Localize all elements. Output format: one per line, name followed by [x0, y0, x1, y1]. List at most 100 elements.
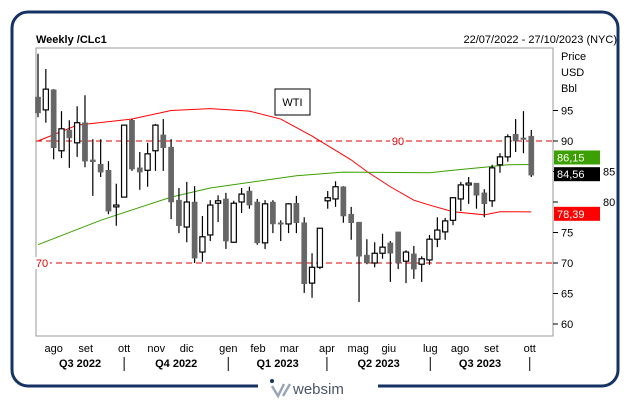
candle-bear: [364, 254, 370, 264]
green-ma-value-badge: [554, 150, 600, 165]
candle-bull: [496, 156, 504, 166]
frame: [10, 10, 620, 388]
green-ma-value-badge-text: 86,15: [557, 152, 585, 164]
y-tick-label: 80: [603, 197, 615, 209]
last-price-badge-text: 84,56: [557, 169, 585, 181]
quarter-label: Q4 2022: [155, 358, 197, 370]
month-label-mag: mag: [348, 343, 369, 355]
candle-bear: [160, 134, 167, 148]
candle-bear: [50, 89, 57, 148]
candle-bull: [199, 236, 206, 253]
month-label-mar: mar: [280, 343, 299, 355]
moving-average-2: [37, 163, 532, 246]
candle-bull: [230, 202, 237, 243]
candle-bull: [449, 197, 457, 221]
candle-bull: [308, 266, 316, 284]
level-label-90: 90: [392, 136, 404, 148]
legend-box: [274, 88, 311, 116]
candle-bear: [136, 167, 143, 173]
candle-bear: [340, 186, 347, 217]
red-ma-value-badge-text: 78,39: [557, 209, 585, 221]
month-label-ott: ott: [118, 343, 130, 355]
candle-bear: [348, 213, 355, 223]
y-tick-label: 90: [561, 136, 573, 148]
candle-bull: [504, 136, 512, 158]
candle-bull: [457, 184, 465, 200]
y-tick-label: 65: [561, 289, 573, 301]
candle-bear: [191, 201, 198, 259]
level-label-bg: [390, 135, 406, 147]
y-tick-label: 60: [561, 319, 573, 331]
candle-bear: [410, 253, 417, 270]
level-label-70: 70: [36, 258, 48, 270]
y-tick-label: 70: [561, 258, 573, 270]
candle-bear: [473, 182, 480, 196]
logo-mark-icon: [270, 383, 292, 399]
candle-bear: [97, 163, 104, 173]
moving-average-1: [37, 108, 532, 216]
chart-title: Weekly /CLc1: [36, 34, 107, 46]
month-label-ago: ago: [451, 343, 469, 355]
candle-bear: [66, 129, 73, 139]
axis-unit-barrel: Bbl: [561, 83, 577, 95]
candle-bull: [418, 258, 425, 265]
candle-bull: [316, 227, 324, 268]
candle-bull: [434, 229, 441, 240]
candle-bear: [387, 242, 394, 254]
candle-bull: [465, 182, 472, 186]
candle-bull: [488, 167, 496, 202]
candle-bear: [520, 137, 527, 140]
quarter-label: Q3 2022: [59, 358, 101, 370]
candle-bull: [426, 238, 433, 261]
quarter-label: Q1 2023: [256, 358, 298, 370]
y-tick-label: 85: [603, 167, 615, 179]
logo-dot-icon: [270, 379, 274, 383]
last-price-badge: [554, 167, 600, 182]
candle-bull: [183, 201, 190, 228]
month-label-dic: dic: [180, 343, 195, 355]
candle-bear: [528, 135, 535, 176]
candle-bull: [238, 193, 245, 203]
date-range: 22/07/2022 - 27/10/2023 (NYC): [464, 34, 618, 46]
candle-bull: [402, 251, 410, 262]
y-tick-label: 75: [561, 228, 573, 240]
candle-bear: [301, 222, 308, 284]
axis-unit-price: Price: [561, 51, 586, 63]
candle-bear: [168, 146, 174, 203]
y-tick-label: 95: [561, 106, 573, 118]
candle-bull: [371, 252, 378, 264]
candle-bear: [254, 201, 261, 244]
month-label-ago: ago: [44, 343, 62, 355]
legend-label: WTI: [282, 97, 302, 109]
candle-bear: [223, 198, 229, 242]
candle-bull: [73, 122, 81, 144]
candle-bear: [105, 170, 112, 212]
level-label-bg: [34, 257, 50, 269]
month-label-set: set: [484, 343, 499, 355]
red-ma-value-badge: [554, 206, 600, 221]
candle-bear: [481, 192, 488, 205]
brand-text: websim: [292, 381, 344, 398]
candle-bear: [246, 190, 253, 206]
candle-bear: [176, 199, 182, 227]
candle-bull: [285, 203, 292, 225]
candle-bear: [356, 221, 362, 257]
month-label-apr: apr: [319, 343, 335, 355]
quarter-label: Q3 2023: [459, 358, 501, 370]
plot-area: [35, 47, 554, 337]
month-label-ott: ott: [524, 343, 536, 355]
candle-bear: [277, 222, 284, 225]
candle-bull: [441, 220, 449, 233]
candle-bull: [152, 124, 159, 152]
candle-bull: [214, 200, 222, 204]
candle-bear: [129, 120, 135, 170]
candle-bull: [120, 124, 128, 198]
candle-bear: [293, 202, 300, 223]
month-label-giu: giu: [381, 343, 396, 355]
candle-bear: [270, 201, 276, 225]
candle-bear: [89, 159, 96, 162]
candle-bull: [324, 197, 331, 202]
month-label-lug: lug: [423, 343, 438, 355]
brand-gap: [258, 380, 378, 394]
